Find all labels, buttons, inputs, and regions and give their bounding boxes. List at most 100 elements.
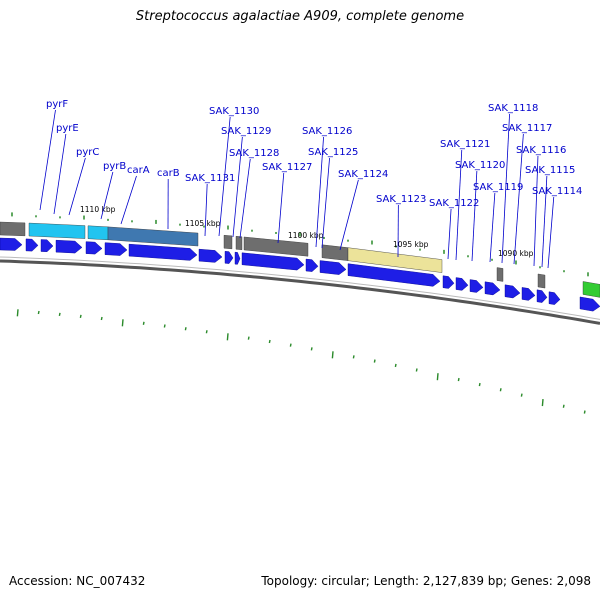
feature-block-4 [223, 234, 233, 250]
lower-tick [121, 319, 124, 327]
lower-tick [394, 363, 397, 368]
gene-label-pyre[interactable]: pyrE [56, 123, 79, 134]
gene-label-sak-1130[interactable]: SAK_1130 [209, 106, 259, 117]
gene-label-sak-1117[interactable]: SAK_1117 [502, 123, 552, 134]
feature-block-11 [582, 281, 600, 298]
lower-tick [352, 355, 355, 359]
lower-tick [16, 309, 19, 317]
lower-tick [436, 373, 439, 381]
gene-label-sak-1128[interactable]: SAK_1128 [229, 148, 279, 159]
gene-label-pyrf[interactable]: pyrF [46, 99, 68, 110]
scale-ticks [11, 212, 589, 414]
cds-arrow-3 [55, 239, 83, 254]
cds-arrow-22 [579, 296, 600, 312]
lower-tick [58, 312, 61, 316]
scale-label: 1090 kbp [498, 249, 534, 258]
leader-line [232, 136, 243, 238]
scale-label: 1100 kbp [288, 231, 324, 240]
gene-label-carb[interactable]: carB [157, 168, 180, 179]
cds-arrow-8 [224, 251, 234, 264]
gene-label-sak-1131[interactable]: SAK_1131 [185, 173, 235, 184]
gene-label-sak-1122[interactable]: SAK_1122 [429, 198, 479, 209]
feature-block-7 [321, 244, 349, 261]
cds-arrow-19 [521, 287, 536, 301]
cds-arrows [0, 237, 600, 312]
accession-text: Accession: NC_007432 [9, 574, 146, 588]
lower-tick [457, 377, 460, 382]
scale-label: 1095 kbp [393, 240, 429, 249]
lower-tick [247, 336, 250, 340]
lower-tick [142, 321, 145, 325]
feature-blocks [0, 221, 600, 298]
gene-label-sak-1116[interactable]: SAK_1116 [516, 145, 566, 156]
feature-block-5 [235, 236, 243, 250]
gene-label-sak-1126[interactable]: SAK_1126 [302, 126, 352, 137]
leader-line [100, 171, 114, 220]
cds-arrow-6 [128, 243, 198, 261]
gene-label-sak-1118[interactable]: SAK_1118 [488, 103, 538, 114]
leader-line [547, 196, 555, 269]
gene-label-sak-1119[interactable]: SAK_1119 [473, 182, 523, 193]
leader-line [53, 133, 67, 215]
cds-arrow-11 [305, 258, 319, 272]
gene-label-sak-1124[interactable]: SAK_1124 [338, 169, 388, 180]
cds-arrow-4 [85, 241, 103, 255]
cds-arrow-13 [347, 263, 441, 287]
leader-line [68, 157, 86, 216]
leader-line [541, 175, 548, 268]
cds-arrow-12 [319, 260, 347, 275]
gene-label-pyrc[interactable]: pyrC [76, 147, 99, 158]
leader-line [339, 179, 359, 251]
genome-summary-text: Topology: circular; Length: 2,127,839 bp… [261, 574, 591, 588]
lower-tick [373, 359, 376, 363]
genome-backbone [0, 256, 600, 325]
feature-block-3 [107, 226, 199, 247]
feature-block-9 [496, 267, 504, 282]
backbone-highlight [0, 256, 600, 320]
cds-arrow-1 [25, 238, 39, 252]
scale-label: 1110 kbp [80, 205, 116, 214]
lower-tick [184, 327, 187, 331]
gene-label-sak-1125[interactable]: SAK_1125 [308, 147, 358, 158]
feature-block-6 [243, 236, 309, 257]
leader-line [277, 172, 285, 244]
lower-tick [310, 347, 313, 351]
leader-line [204, 183, 208, 237]
leader-line [315, 136, 324, 248]
lower-tick [562, 404, 565, 408]
gene-labels: pyrF pyrE pyrC pyrB carA carB SAK_1131 SAK_1130… [46, 99, 582, 209]
lower-tick [226, 333, 229, 341]
lower-tick [79, 314, 82, 318]
lower-tick [583, 410, 586, 414]
gene-label-sak-1123[interactable]: SAK_1123 [376, 194, 426, 205]
lower-tick [520, 393, 523, 397]
leader-line [513, 133, 524, 265]
lower-tick [163, 324, 166, 328]
leader-line [39, 109, 56, 211]
lower-tick [541, 399, 544, 407]
gene-label-sak-1127[interactable]: SAK_1127 [262, 162, 312, 173]
lower-tick [499, 388, 502, 392]
cds-arrow-0 [0, 237, 23, 251]
leader-line [321, 157, 330, 249]
leader-line [501, 113, 510, 264]
gene-label-sak-1121[interactable]: SAK_1121 [440, 139, 490, 150]
gene-label-sak-1129[interactable]: SAK_1129 [221, 126, 271, 137]
gene-label-pyrb[interactable]: pyrB [103, 161, 126, 172]
gene-label-cara[interactable]: carA [127, 165, 150, 176]
lower-tick [289, 343, 292, 347]
feature-block-10 [537, 273, 546, 289]
leader-line [447, 208, 452, 260]
leader-line [471, 170, 478, 262]
cds-arrow-14 [442, 275, 455, 289]
feature-block-1 [28, 222, 86, 239]
cds-arrow-20 [536, 289, 548, 303]
gene-label-sak-1120[interactable]: SAK_1120 [455, 160, 505, 171]
leader-line [533, 155, 539, 267]
leader-line [489, 192, 496, 263]
gene-label-sak-1114[interactable]: SAK_1114 [532, 186, 582, 197]
leader-line [218, 116, 231, 237]
gene-label-sak-1115[interactable]: SAK_1115 [525, 165, 575, 176]
lower-tick [415, 368, 418, 372]
